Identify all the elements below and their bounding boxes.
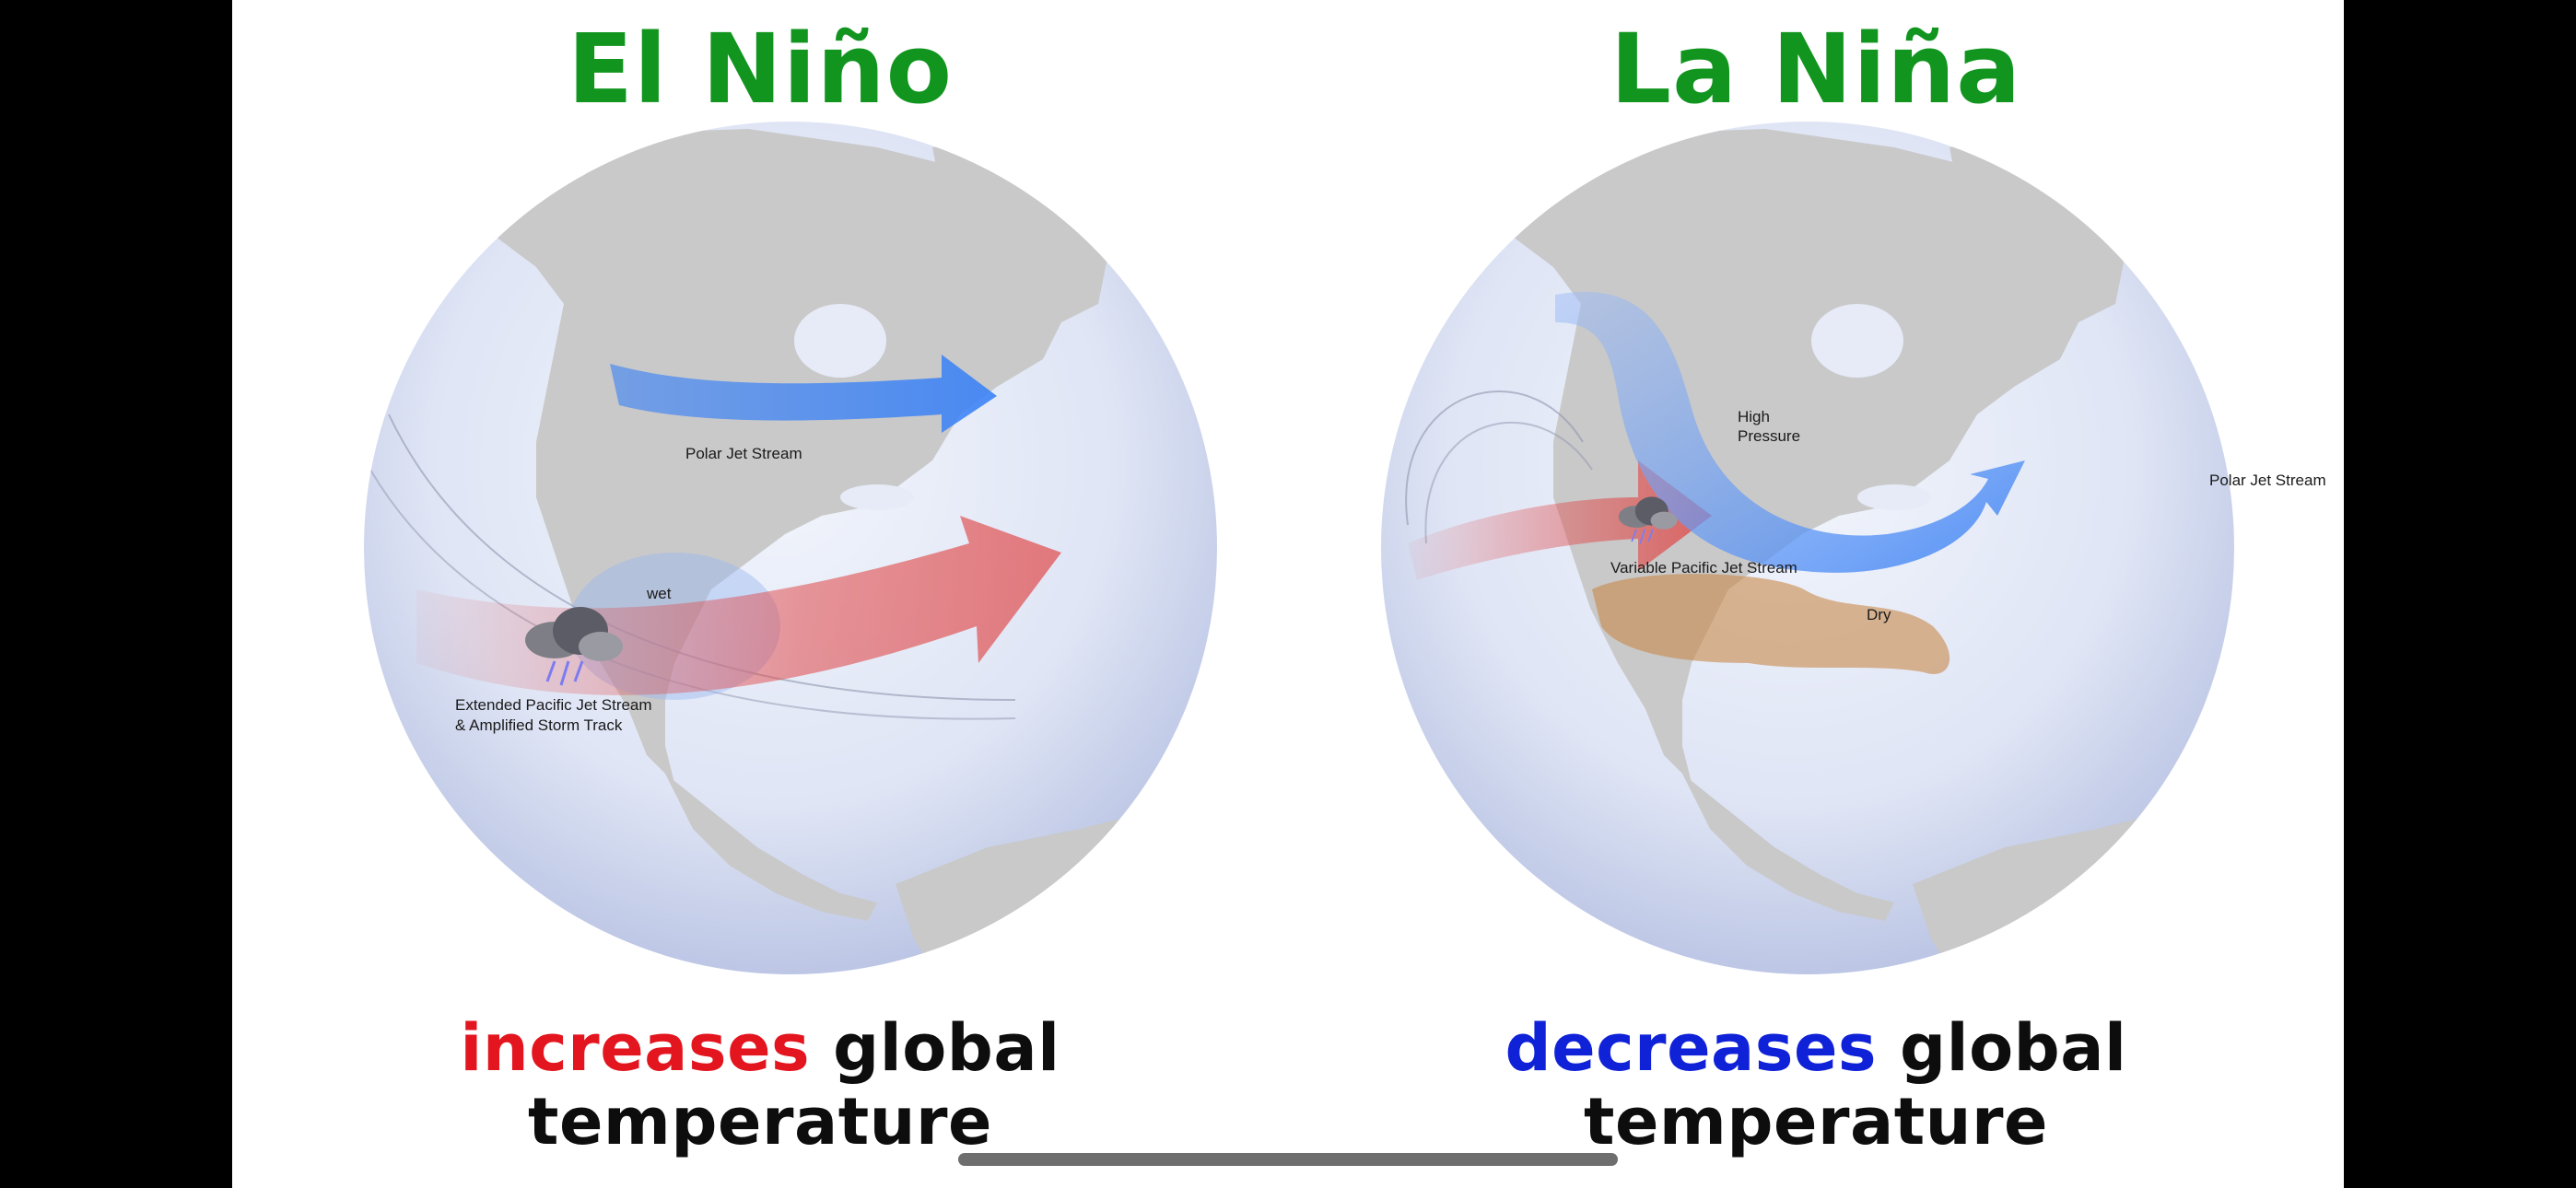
el-nino-panel: El Niño xyxy=(232,0,1288,1188)
la-nina-caption: decreases global temperature xyxy=(1288,1011,2344,1159)
dry-label: Dry xyxy=(1867,606,1891,623)
storm-track-label: & Amplified Storm Track xyxy=(455,716,623,734)
caption-line2: temperature xyxy=(527,1084,992,1159)
el-nino-globe: Polar Jet Stream wet Extended Pacific Je… xyxy=(364,122,1217,974)
caption-line1-rest: global xyxy=(1877,1010,2127,1086)
wet-label: wet xyxy=(646,585,672,602)
high-pressure-label-line1: High xyxy=(1738,408,1770,425)
pacific-jet-guide-line xyxy=(1424,421,1593,544)
caption-line1-rest: global xyxy=(810,1010,1060,1086)
polar-jet-stream-label: Polar Jet Stream xyxy=(685,445,802,462)
el-nino-caption: increases global temperature xyxy=(232,1011,1288,1159)
central-america-land xyxy=(665,774,877,921)
great-lakes xyxy=(840,484,914,510)
central-america-land xyxy=(1682,774,1894,921)
great-lakes xyxy=(1857,484,1931,510)
increases-highlight: increases xyxy=(460,1010,811,1086)
high-pressure-arrow xyxy=(1408,460,1712,580)
home-indicator-bar[interactable] xyxy=(958,1153,1618,1166)
pacific-jet-guide-line xyxy=(1405,390,1584,526)
la-nina-title: La Niña xyxy=(1610,13,2022,125)
polar-jet-stream-arrow xyxy=(610,355,997,433)
la-nina-globe: High Pressure Polar Jet Stream Variable … xyxy=(1381,122,2326,974)
hudson-bay xyxy=(1811,304,1903,378)
storm-cloud-icon xyxy=(525,607,623,686)
hudson-bay xyxy=(794,304,886,378)
pacific-jet-stream-label: Extended Pacific Jet Stream xyxy=(455,696,652,714)
high-pressure-label-line2: Pressure xyxy=(1738,427,1800,445)
el-nino-title: El Niño xyxy=(567,13,954,125)
caption-line2: temperature xyxy=(1583,1084,2048,1159)
la-nina-panel: La Niña xyxy=(1288,0,2344,1188)
storm-cloud-icon xyxy=(1618,496,1678,544)
decreases-highlight: decreases xyxy=(1505,1010,1878,1086)
dry-zone xyxy=(1592,574,1950,674)
polar-jet-stream-label: Polar Jet Stream xyxy=(2209,472,2326,489)
slide: El Niño xyxy=(232,0,2344,1188)
polar-jet-stream-arrow xyxy=(1555,291,2025,573)
variable-pacific-jet-label: Variable Pacific Jet Stream xyxy=(1610,559,1797,577)
